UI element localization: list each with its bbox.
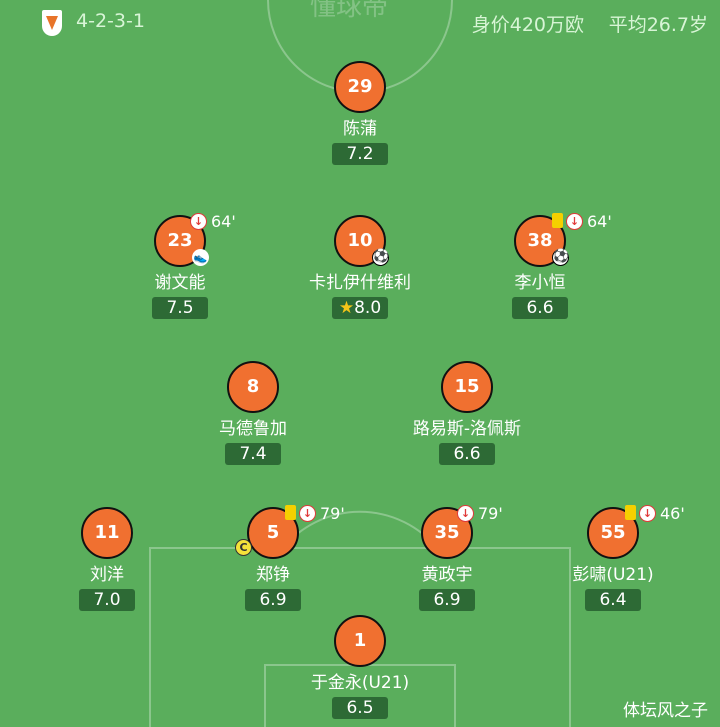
player-card[interactable]: 11 刘洋 7.0 — [7, 507, 207, 611]
team-value: 身价420万欧 — [471, 14, 584, 36]
player-number: 15 — [441, 361, 493, 413]
player-rating: 6.6 — [439, 443, 495, 465]
substituted-off-icon: ↓ — [566, 213, 583, 230]
player-rating: 7.4 — [225, 443, 281, 465]
player-number: 55 ↓ 46' — [587, 505, 685, 559]
yellow-card-icon — [625, 505, 636, 520]
sub-minute: 79' — [320, 504, 345, 523]
watermark: 体坛风之子 — [623, 701, 708, 721]
player-number: 10 ⚽ — [334, 215, 390, 267]
player-card[interactable]: 23 ↓ 64' 👟 谢文能 7.5 — [80, 213, 280, 319]
star-icon: ★ — [338, 298, 355, 318]
player-card[interactable]: 35 ↓ 79' 黄政宇 6.9 — [347, 505, 547, 611]
player-number: 38 ↓ 64' ⚽ — [514, 213, 612, 267]
player-rating: 6.9 — [245, 589, 301, 611]
player-card[interactable]: 38 ↓ 64' ⚽ 李小恒 6.6 — [440, 213, 640, 319]
player-card[interactable]: 10 ⚽ 卡扎伊什维利 ★8.0 — [260, 215, 460, 319]
player-card[interactable]: 55 ↓ 46' 彭啸(U21) 6.4 — [513, 505, 713, 611]
average-age: 平均26.7岁 — [608, 14, 708, 36]
player-card[interactable]: 29 陈蒲 7.2 — [260, 61, 460, 165]
player-name: 郑铮 — [256, 565, 290, 585]
player-card[interactable]: 1 于金永(U21) 6.5 — [260, 615, 460, 719]
player-rating: 6.9 — [419, 589, 475, 611]
player-name: 刘洋 — [90, 565, 124, 585]
player-name: 彭啸(U21) — [572, 565, 654, 585]
player-number: 23 ↓ 64' 👟 — [154, 213, 236, 267]
substituted-off-icon: ↓ — [299, 505, 316, 522]
player-name: 卡扎伊什维利 — [309, 273, 411, 293]
player-rating: 6.5 — [332, 697, 388, 719]
player-name: 马德鲁加 — [219, 419, 287, 439]
player-rating: ★8.0 — [332, 297, 388, 319]
player-name: 于金永(U21) — [310, 673, 410, 693]
player-rating: 6.4 — [585, 589, 641, 611]
watermark-top: 懂球帝 — [310, 0, 389, 22]
formation: 4-2-3-1 — [76, 10, 145, 32]
assist-boot-icon: 👟 — [192, 249, 209, 266]
sub-minute: 79' — [478, 504, 503, 523]
player-rating: 7.2 — [332, 143, 388, 165]
substituted-off-icon: ↓ — [639, 505, 656, 522]
player-number: 5 ↓ 79' C — [235, 505, 345, 559]
player-rating: 6.6 — [512, 297, 568, 319]
player-number: 1 — [334, 615, 386, 667]
player-rating: 7.5 — [152, 297, 208, 319]
player-number: 29 — [334, 61, 386, 113]
captain-badge: C — [235, 539, 252, 556]
player-card[interactable]: 5 ↓ 79' C 郑铮 6.9 — [173, 505, 373, 611]
player-name: 李小恒 — [514, 273, 566, 293]
goal-icon: ⚽ — [372, 249, 390, 266]
player-name: 路易斯-洛佩斯 — [412, 419, 522, 439]
player-number: 8 — [227, 361, 279, 413]
sub-minute: 64' — [211, 212, 236, 231]
player-card[interactable]: 8 马德鲁加 7.4 — [153, 361, 353, 465]
team-logo — [42, 10, 62, 36]
player-card[interactable]: 15 路易斯-洛佩斯 6.6 — [367, 361, 567, 465]
player-rating: 7.0 — [79, 589, 135, 611]
substituted-off-icon: ↓ — [190, 213, 207, 230]
goal-icon: ⚽ — [552, 249, 570, 266]
player-name: 黄政宇 — [421, 565, 473, 585]
sub-minute: 64' — [587, 212, 612, 231]
sub-minute: 46' — [660, 504, 685, 523]
yellow-card-icon — [285, 505, 296, 520]
player-number: 11 — [81, 507, 133, 559]
player-name: 谢文能 — [154, 273, 206, 293]
player-number: 35 ↓ 79' — [421, 505, 503, 559]
player-name: 陈蒲 — [343, 119, 377, 139]
yellow-card-icon — [552, 213, 563, 228]
substituted-off-icon: ↓ — [457, 505, 474, 522]
